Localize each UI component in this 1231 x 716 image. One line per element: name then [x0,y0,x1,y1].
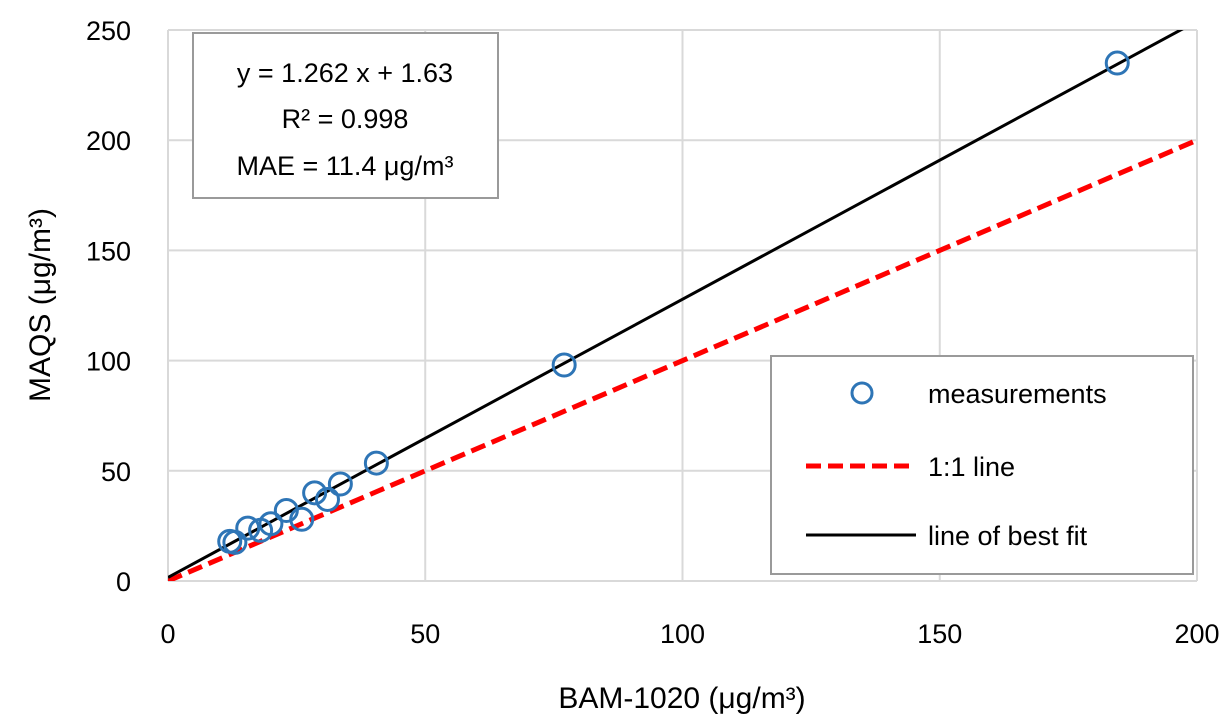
x-tick-label: 200 [1174,619,1219,649]
measurement-point [327,471,353,497]
measurement-point [302,480,328,506]
measurement-point [363,450,389,476]
measurement-point [314,486,340,512]
regression-equation: y = 1.262 x + 1.63 [237,58,453,88]
y-tick-label: 50 [101,457,131,487]
y-tick-label: 0 [116,567,131,597]
regression-stats-box: y = 1.262 x + 1.63 R² = 0.998 MAE = 11.4… [192,32,499,199]
x-tick-label: 100 [660,619,705,649]
y-tick-label: 200 [86,126,131,156]
measurement-points [217,50,1130,555]
measurement-point [289,506,315,532]
legend-label-measurements: measurements [928,379,1107,409]
legend: measurements 1:1 line line of best fit [770,355,1194,575]
legend-marker-measurements [850,381,874,405]
legend-label-1to1-line: 1:1 line [928,452,1015,482]
y-tick-label: 250 [86,16,131,46]
legend-label-best-fit-line: line of best fit [928,521,1088,551]
measurement-point [258,511,284,537]
series-lines [168,30,1197,581]
x-tick-label: 0 [160,619,175,649]
one-to-one-line [168,137,1197,581]
tick-labels: 0 50 100 150 200 0 50 100 150 200 250 [86,16,1220,649]
measurement-point [551,352,577,378]
measurement-point [1104,50,1130,76]
r-squared: R² = 0.998 [282,104,409,134]
x-axis-title: BAM-1020 (μg/m³) [558,682,805,715]
mean-absolute-error: MAE = 11.4 μg/m³ [237,151,454,181]
measurement-point [222,529,248,555]
y-tick-label: 150 [86,236,131,266]
y-axis-title: MAQS (μg/m³) [24,208,57,402]
measurement-point [235,515,261,541]
grid [167,29,1198,582]
best-fit-line [168,30,1184,579]
y-tick-label: 100 [86,347,131,377]
x-tick-label: 50 [410,619,440,649]
x-tick-label: 150 [917,619,962,649]
